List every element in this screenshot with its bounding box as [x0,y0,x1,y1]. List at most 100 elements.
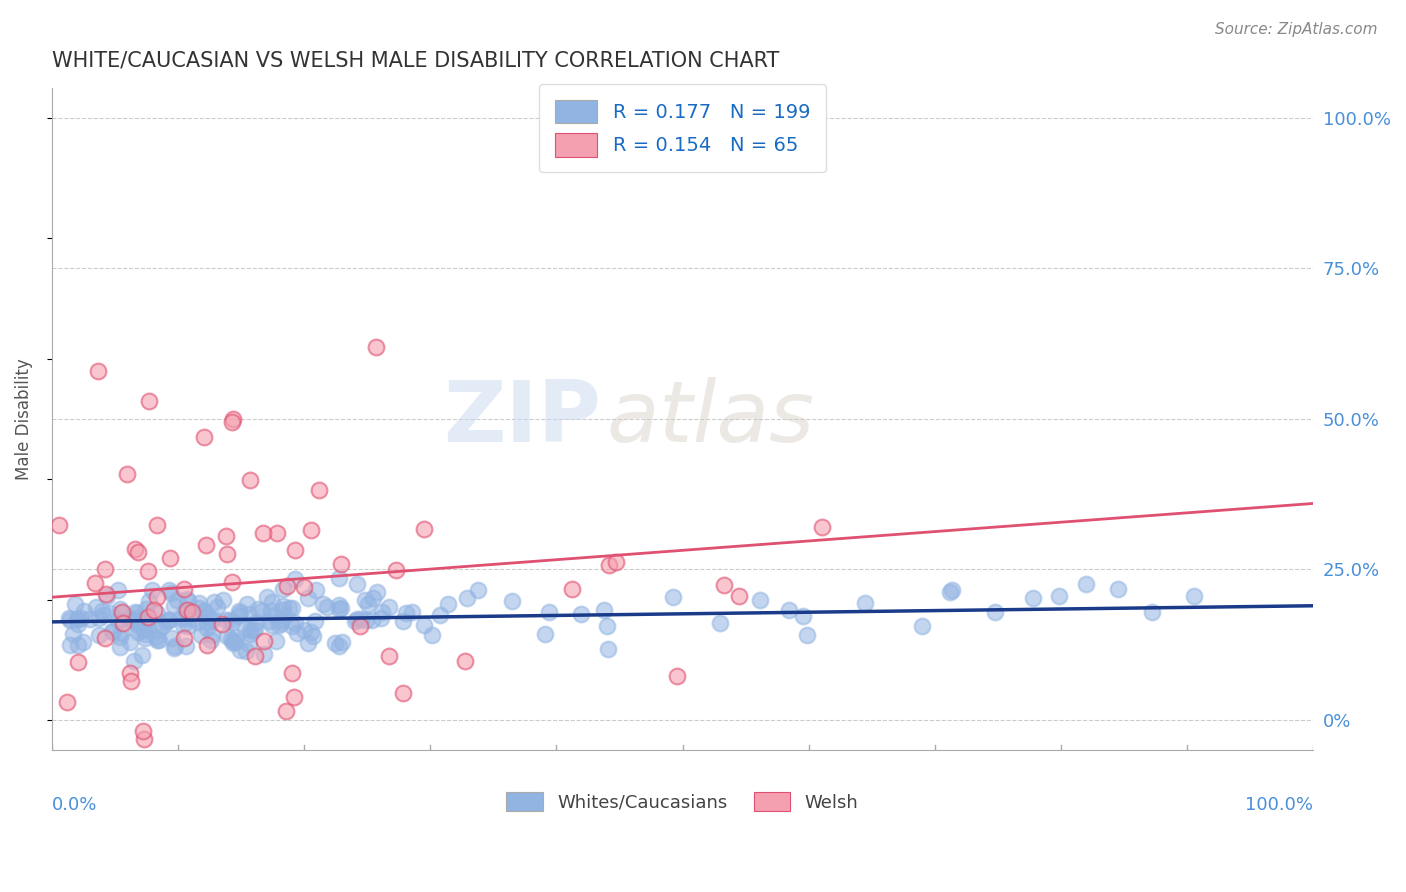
Point [243,649,266,664]
Point [124,605,146,619]
Point [778,602,800,616]
Point [941,582,963,597]
Point [392,686,415,700]
Point [145,591,167,605]
Point [221,412,243,426]
Point [222,636,245,650]
Point [263,607,285,622]
Point [197,610,219,624]
Point [145,630,167,644]
Point [138,593,160,607]
Point [72,634,94,648]
Point [66,616,89,631]
Point [533,627,555,641]
Point [346,612,368,626]
Point [202,595,225,609]
Point [328,598,350,612]
Point [79,612,101,626]
Point [284,615,307,630]
Point [193,604,215,618]
Point [131,648,153,663]
Point [713,578,735,592]
Point [190,628,212,642]
Point [188,600,211,615]
Point [195,621,218,635]
Point [112,616,135,631]
Point [156,614,179,628]
Point [215,613,238,627]
Point [187,615,209,629]
Point [437,597,460,611]
Point [122,654,145,668]
Point [134,626,156,640]
Point [366,339,388,353]
Point [253,634,276,648]
Point [120,673,142,688]
Point [274,609,297,624]
Point [239,473,262,487]
Point [330,635,353,649]
Point [66,612,89,626]
Point [238,607,260,621]
Point [537,605,560,619]
Point [605,555,627,569]
Point [316,600,339,615]
Point [96,590,118,604]
Point [155,615,177,629]
Point [328,639,350,653]
Point [84,599,107,614]
Point [330,601,353,615]
Point [221,615,243,630]
Point [194,538,217,552]
Point [412,618,434,632]
Point [420,628,443,642]
Point [200,633,222,648]
Point [58,638,80,652]
Point [94,632,117,646]
Point [148,624,170,638]
Point [361,613,384,627]
Point [302,629,325,643]
Point [221,416,243,430]
Point [312,597,335,611]
Point [299,523,322,537]
Point [569,607,592,621]
Point [201,628,224,642]
Point [593,603,616,617]
Point [1182,589,1205,603]
Point [235,622,257,636]
Point [413,522,436,536]
Point [727,589,749,603]
Point [91,607,114,622]
Point [595,619,617,633]
Point [110,606,132,620]
Text: WHITE/CAUCASIAN VS WELSH MALE DISABILITY CORRELATION CHART: WHITE/CAUCASIAN VS WELSH MALE DISABILITY… [52,51,779,70]
Point [138,393,160,408]
Point [132,614,155,628]
Point [228,608,250,623]
Point [222,634,245,648]
Point [173,611,195,625]
Point [111,605,134,619]
Point [278,600,301,615]
Point [159,586,181,600]
Point [193,430,215,444]
Point [501,594,523,608]
Point [984,605,1007,619]
Text: 0.0%: 0.0% [52,797,97,814]
Point [124,541,146,556]
Point [325,636,347,650]
Point [349,619,371,633]
Point [84,575,107,590]
Point [173,582,195,596]
Point [371,605,394,619]
Point [132,724,155,739]
Point [110,626,132,640]
Point [127,618,149,632]
Point [165,640,187,654]
Point [343,614,366,628]
Text: atlas: atlas [607,377,815,460]
Point [212,592,235,607]
Point [181,612,204,626]
Point [215,629,238,643]
